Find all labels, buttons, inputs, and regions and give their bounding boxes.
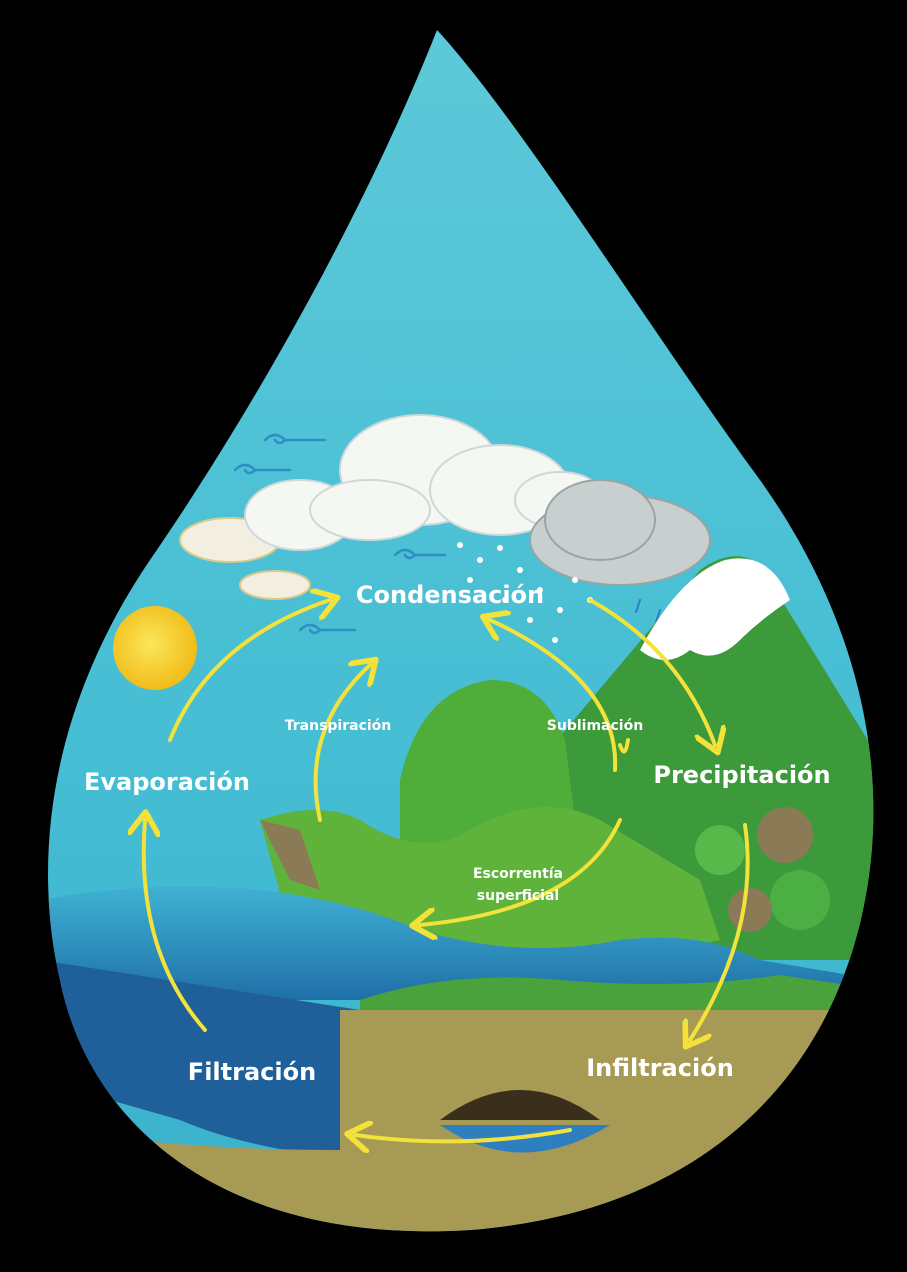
label-filtracion: Filtración: [188, 1058, 316, 1086]
clouds: [179, 414, 711, 600]
cliff: [260, 820, 320, 890]
sea-depth: [48, 960, 360, 1160]
label-escorrentia-2: superficial: [477, 888, 559, 904]
arrow-escorrentia: [420, 818, 622, 925]
cave: [440, 1090, 600, 1120]
arrow-infiltracion: [690, 823, 750, 1040]
cycle-labels: Condensación Precipitación Evaporación T…: [84, 581, 831, 1086]
label-evaporacion: Evaporación: [84, 768, 250, 796]
arrow-sublimacion: [490, 620, 618, 772]
cycle-arrows: [144, 598, 750, 1141]
arrow-precipitacion: [588, 598, 715, 745]
arrow-evaporacion: [168, 600, 330, 742]
arrow-filtracion: [144, 820, 207, 1032]
shore: [360, 975, 874, 1010]
label-sublimacion: Sublimación: [547, 718, 643, 734]
sea: [48, 886, 874, 1000]
label-transpiracion: Transpiración: [285, 718, 392, 734]
label-escorrentia-1: Escorrentía: [473, 866, 563, 882]
arrow-flujo-subterraneo: [355, 1130, 572, 1141]
trees: [695, 807, 872, 932]
label-infiltracion: Infiltración: [586, 1054, 734, 1082]
arrow-transpiracion: [313, 665, 370, 822]
wind-swirls: [233, 433, 447, 635]
label-precipitacion: Precipitación: [653, 761, 830, 789]
sun: [113, 606, 197, 690]
arrow-sublimacion-tail: [618, 738, 630, 754]
label-condensacion: Condensación: [356, 581, 544, 609]
